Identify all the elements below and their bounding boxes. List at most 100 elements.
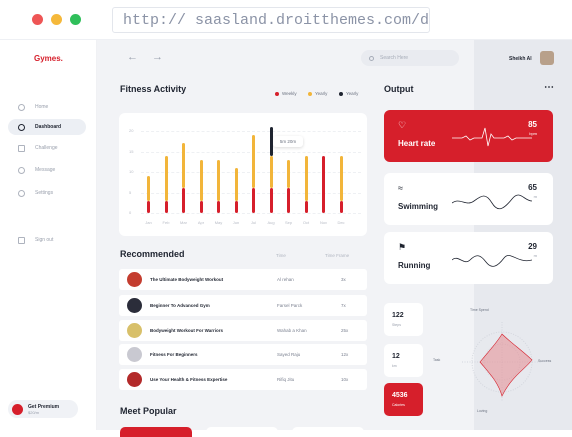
sidebar-item-label: Sign out [35,237,54,243]
chart-bar [234,167,238,201]
search-placeholder: Search Here [380,55,409,61]
running-card[interactable]: ⚑ Running 29 m [384,232,553,284]
swim-icon: ≈ [398,183,403,193]
y-tick-label: 5 [129,189,132,195]
chart-bar [269,155,273,189]
table-row[interactable]: Beginner To Advanced Gym Farsel Parck 7x [119,295,367,316]
search-input[interactable]: Search Here [361,50,459,66]
mini-unit: Steps [392,323,401,327]
heart-rate-card[interactable]: ♡ Heart rate 85 bpm [384,110,553,162]
y-tick-label: 20 [129,128,134,133]
chart-bar [234,200,238,213]
sidebar-item-message[interactable]: Message [8,162,86,178]
calendar-icon [18,144,25,152]
search-icon [369,55,374,61]
minimize-window-dot[interactable] [51,14,62,25]
maximize-window-dot[interactable] [70,14,81,25]
mini-value: 4536 [392,392,408,399]
grid-line [141,131,361,132]
chart-bar [164,155,168,201]
card-value: 29 [528,242,537,251]
table-row[interactable]: Use Your Health & Fitness Expertise Rifiq… [119,369,367,390]
legend-label: Yearly [346,91,359,96]
sidebar-item-signout[interactable]: Sign out [8,232,86,248]
grid-line [141,213,361,214]
meet-popular-title: Meet Popular [120,406,177,416]
sidebar-item-label: Settings [35,190,54,196]
workout-thumbnail [127,298,142,313]
premium-button[interactable]: Get Premium $20/m [8,400,78,418]
chart-bar [217,200,220,213]
radar-label-task: Task [433,358,441,362]
running-wave [452,255,532,267]
row-title: Use Your Health & Fitness Expertise [150,377,228,382]
chart-bar [287,188,290,213]
chart-bar [182,143,185,189]
more-options-icon[interactable]: ⋯ [544,82,554,93]
chart-bar [164,200,168,213]
row-count: 10x [341,377,349,382]
chart-bar [182,188,185,213]
chart-bar [269,126,273,156]
calories-stat: 4536 Calories [384,383,423,416]
x-tick-label: Jan [145,220,152,225]
card-label: Running [398,261,431,270]
premium-title: Get Premium [28,403,60,410]
sidebar-item-label: Dashboard [35,124,62,130]
output-title: Output [384,84,414,94]
x-tick-label: Sep [284,220,293,225]
row-name: Wahab a Khan [277,328,307,333]
heart-icon: ♡ [398,120,407,130]
row-title: Bodyweight Workout For Warriors [150,328,224,333]
chart-bar [304,155,308,201]
chart-bar [269,188,273,213]
gear-icon [18,189,25,197]
column-header-time-frame: Time Frame [325,253,350,258]
chart-bar [252,135,255,189]
close-window-dot[interactable] [32,14,43,25]
chart-bar [147,176,150,201]
row-count: 12x [341,352,349,357]
forward-arrow-icon[interactable]: → [152,51,163,63]
table-row[interactable]: Fitness For Beginners Sayed Raju 12x [119,344,367,365]
fitness-chart: 5m 20m 20 15 10 5 0 Jan Feb Mar Apr May Jun Jul Aug S… [119,113,367,236]
chart-bar [339,200,343,213]
legend-dot [308,91,312,96]
workout-thumbnail [127,347,142,362]
popular-card[interactable] [120,427,192,437]
mini-unit: Calories [392,403,405,407]
swimming-wave [452,194,532,210]
popular-card[interactable] [292,427,364,437]
sidebar-item-home[interactable]: Home [8,99,86,115]
legend-label: Weekly [282,91,297,96]
row-title: Fitness For Beginners [150,352,198,357]
grid-line [141,151,361,153]
chart-bar [322,155,325,213]
grid-line [141,172,361,173]
sidebar-item-dashboard[interactable]: Dashboard [8,119,86,135]
premium-subtitle: $20/m [28,409,40,415]
sidebar-item-settings[interactable]: Settings [8,185,86,201]
avatar[interactable] [540,51,554,65]
back-arrow-icon[interactable]: ← [127,51,138,63]
home-icon [18,103,25,111]
x-tick-label: Jun [232,220,240,225]
chart-bar [147,200,150,213]
legend-yearly: Yearly [308,91,327,96]
card-label: Heart rate [398,139,436,148]
card-value: 65 [528,183,537,192]
sidebar-item-label: Message [35,167,56,173]
chart-tooltip: 5m 20m [273,136,303,147]
table-row[interactable]: Bodyweight Workout For Warriors Wahab a K… [119,320,367,341]
legend-dot [339,91,343,96]
workout-thumbnail [127,272,142,287]
sidebar-item-label: Home [35,104,49,110]
table-row[interactable]: The Ultimate Bodyweight Workout Al rehan 3… [119,269,367,290]
row-count: 25x [341,328,349,333]
workout-thumbnail [127,372,142,387]
url-bar[interactable]: http:// saasland.droitthemes.com/demos/ [112,7,430,33]
swimming-card[interactable]: ≈ Swimming 65 m [384,173,553,225]
legend-label: Yearly [315,91,328,96]
sidebar-item-challenge[interactable]: Challenge [8,140,86,156]
popular-card[interactable] [206,427,278,437]
